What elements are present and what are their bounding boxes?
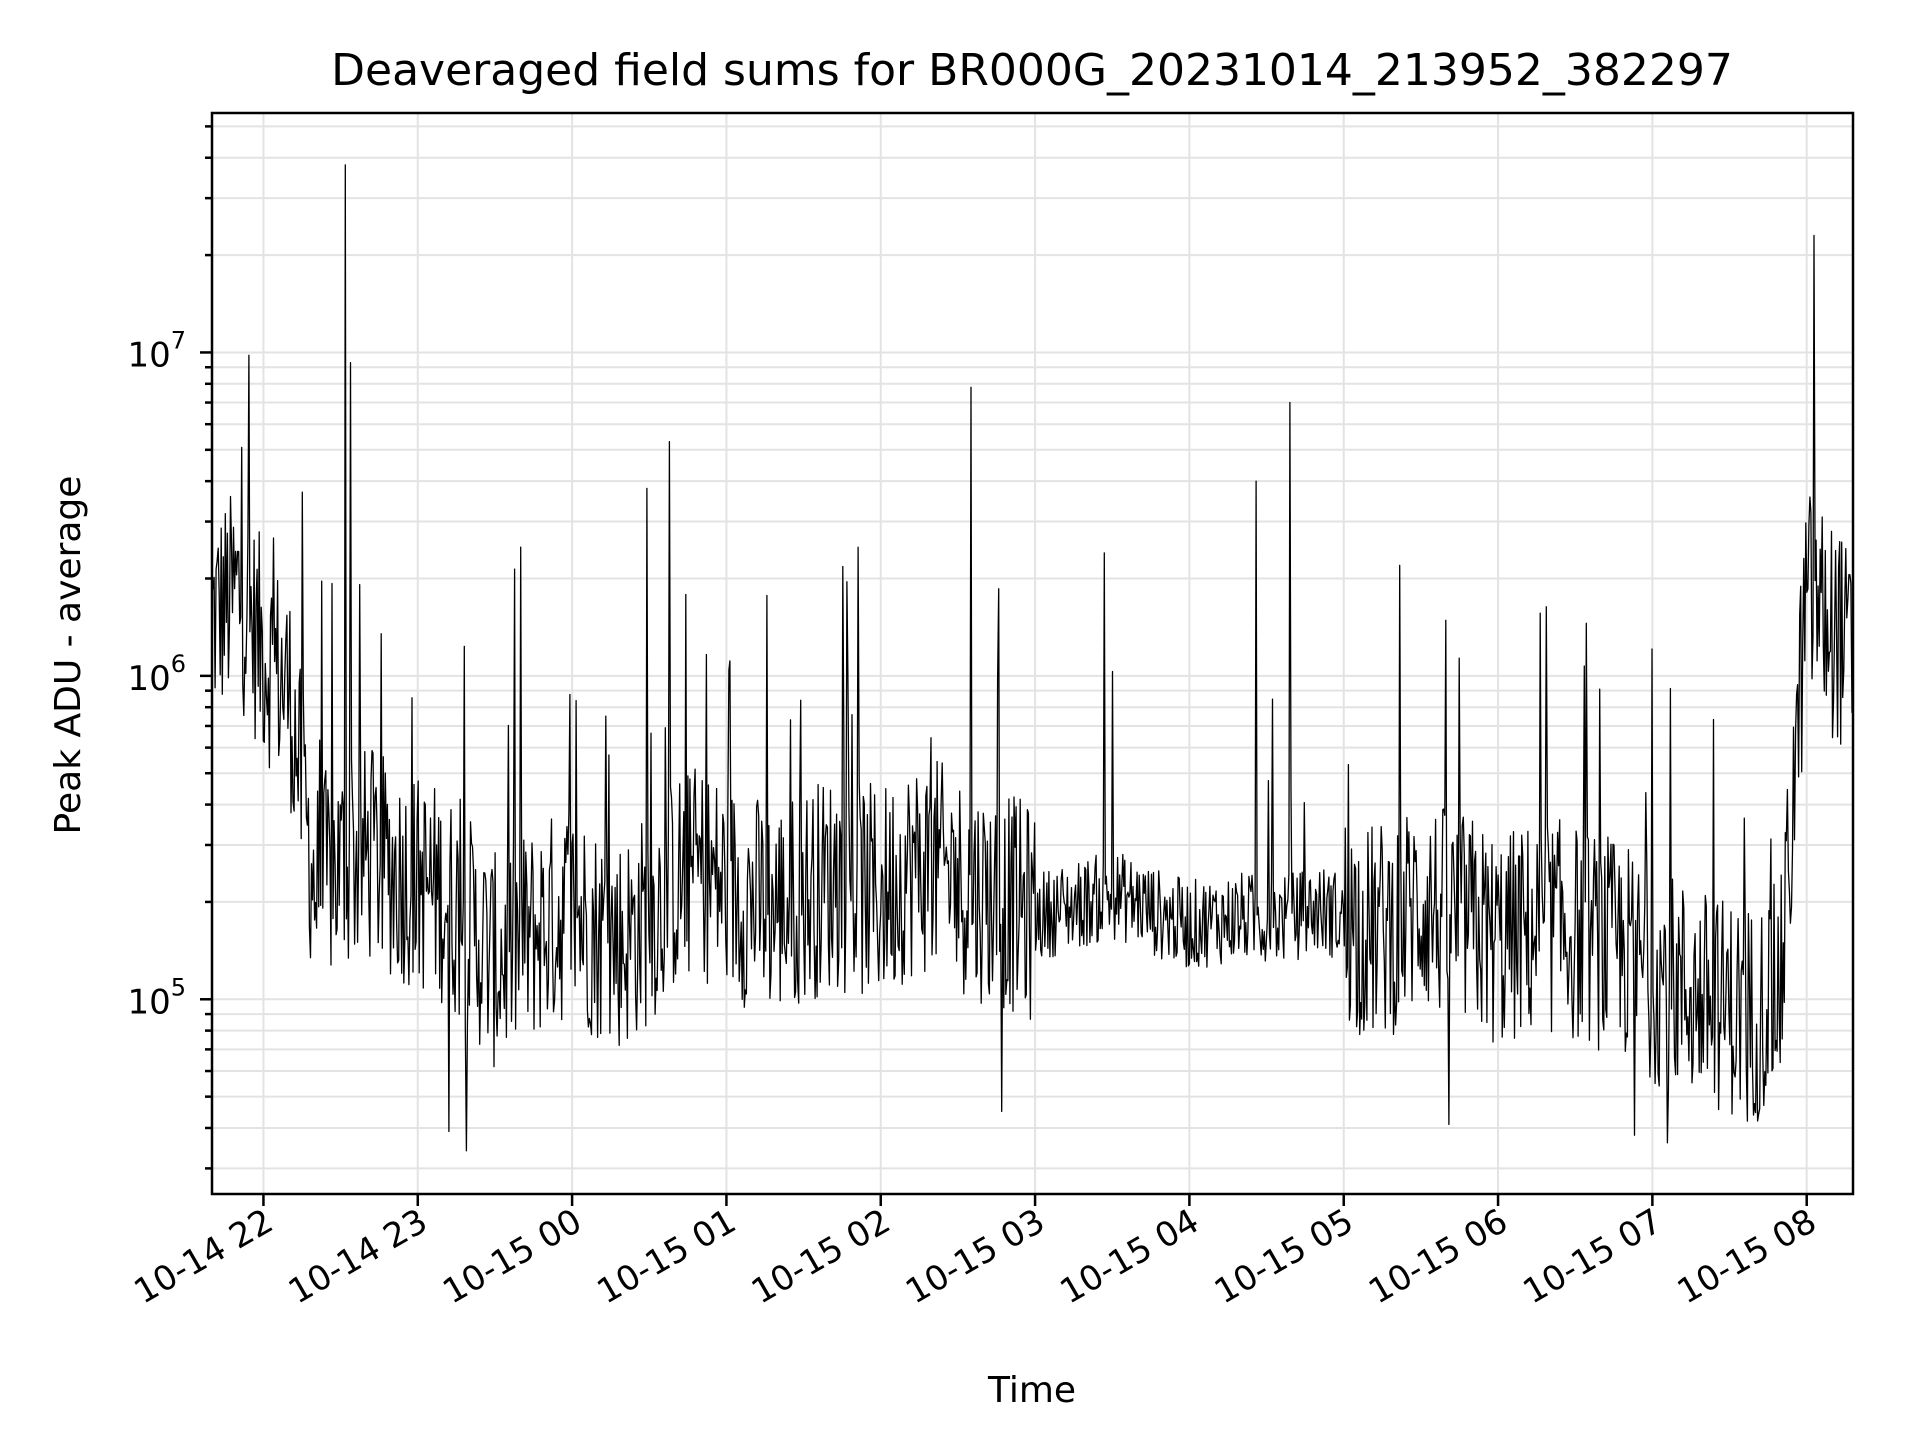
- y-tick-label: 105: [127, 973, 186, 1022]
- series-line: [211, 164, 1854, 1152]
- y-tick-label: 107: [127, 326, 186, 375]
- x-axis-label: Time: [987, 1370, 1076, 1411]
- y-axis-label: Peak ADU - average: [48, 476, 89, 835]
- chart-title: Deaveraged field sums for BR000G_2023101…: [331, 45, 1733, 96]
- series-layer: [211, 164, 1854, 1152]
- y-axis: 105 106 107: [127, 125, 212, 1170]
- y-tick-label: 106: [127, 650, 186, 699]
- plot-frame: [210, 111, 1855, 1196]
